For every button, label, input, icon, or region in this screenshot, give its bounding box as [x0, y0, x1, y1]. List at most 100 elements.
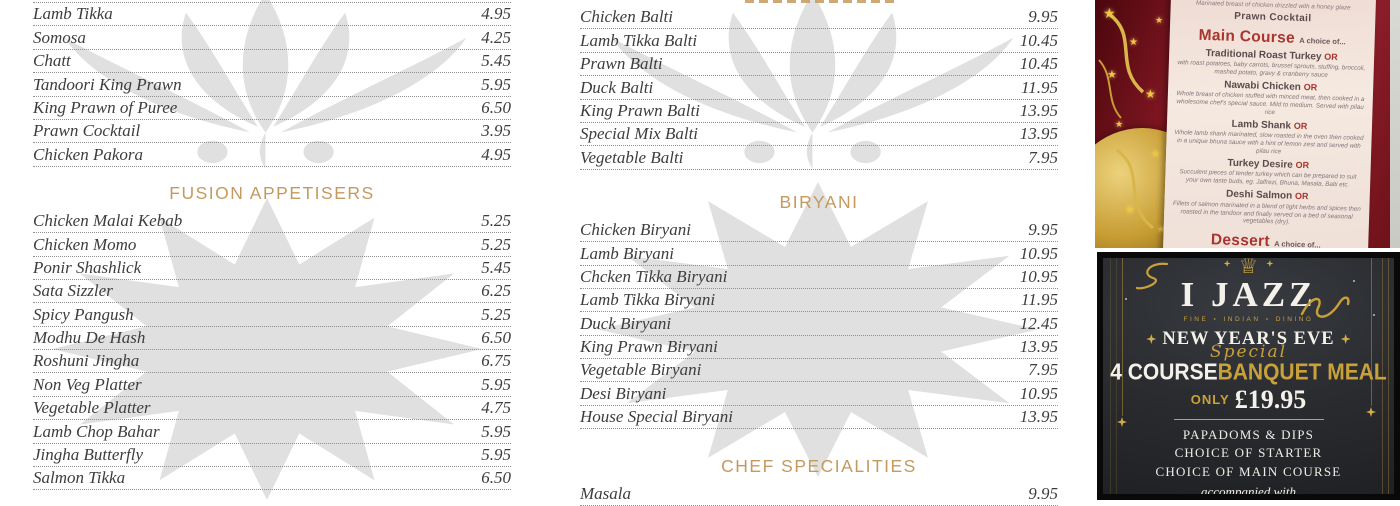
course-description: Whole lamb shank marinated, slow roasted…	[1174, 129, 1364, 156]
christmas-menu-card: Marinated breast of chicken drizzled wit…	[1162, 0, 1377, 248]
cut-row-divider	[33, 0, 511, 3]
banquet-include-line: CHOICE OF MAIN COURSE	[1155, 464, 1342, 480]
menu-item-price: 4.75	[481, 398, 511, 418]
biryani-list: Chicken Biryani 9.95 Lamb Biryani 10.95 …	[580, 219, 1058, 430]
menu-item-row: King Prawn of Puree 6.50	[33, 97, 511, 120]
star-icon: ★	[1157, 224, 1166, 234]
menu-item-price: 13.95	[1019, 124, 1058, 144]
menu-item-row: House Special Biryani 13.95	[580, 406, 1058, 430]
menu-item-price: 5.95	[481, 445, 511, 465]
hanging-star-right	[1366, 258, 1376, 417]
menu-item-row: Tandoori King Prawn 5.95	[33, 73, 511, 97]
brand-tagline: FINE ⋆ INDIAN ⋆ DINING	[1183, 316, 1314, 323]
clipped-section-heading	[745, 0, 895, 3]
hanging-star-left	[1117, 258, 1127, 427]
star-icon: ★	[1155, 15, 1164, 25]
menu-item-name: Jingha Butterfly	[33, 445, 144, 465]
menu-item-row: Lamb Tikka Biryani 11.95	[580, 289, 1058, 313]
offer-price: £19.95	[1234, 384, 1307, 414]
menu-item-price: 6.50	[481, 97, 511, 117]
pinstripe-left	[1105, 258, 1120, 494]
menu-item-price: 10.45	[1019, 54, 1058, 74]
menu-item-name: Chcken Tikka Biryani	[580, 266, 728, 286]
menu-item-price: 9.95	[1028, 220, 1058, 240]
menu-item-price: 4.95	[481, 4, 511, 24]
menu-item-name: Lamb Tikka	[33, 4, 113, 24]
star-icon: ★	[1103, 7, 1116, 22]
main-course-heading: Main Course	[1198, 26, 1296, 47]
crown-icon: ♕	[1238, 258, 1259, 278]
star-icon: ★	[1145, 87, 1156, 101]
course-entry: Turkey Desire OR Succulent pieces of ten…	[1173, 156, 1363, 190]
menu-item-row: King Prawn Biryani 13.95	[580, 336, 1058, 360]
menu-item-name: Chatt	[33, 51, 71, 71]
menu-item-name: Prawn Balti	[580, 54, 663, 74]
starters-list: Lamb Tikka 4.95 Somosa 4.25 Chatt 5.45 T…	[33, 3, 511, 167]
menu-item-row: Somosa 4.25	[33, 26, 511, 50]
menu-item-price: 13.95	[1019, 337, 1058, 357]
menu-item-row: Ponir Shashlick 5.45	[33, 257, 511, 280]
confetti-dot	[1373, 314, 1375, 316]
menu-item-name: Vegetable Platter	[33, 398, 151, 418]
menu-item-name: Roshuni Jingha	[33, 351, 140, 371]
menu-item-price: 13.95	[1019, 407, 1058, 427]
restaurant-brand: I JAZZ	[1180, 275, 1317, 314]
confetti-dot	[1353, 280, 1355, 282]
course-description: Whole breast of chicken stuffed with min…	[1176, 90, 1365, 117]
main-course-list: Traditional Roast Turkey OR with roast p…	[1172, 47, 1366, 230]
choice-note: A choice of...	[1299, 35, 1346, 46]
menu-item-name: Duck Biryani	[580, 313, 672, 333]
or-label: OR	[1295, 159, 1310, 171]
menu-item-row: Duck Balti 11.95	[580, 76, 1058, 100]
banquet-meal-line: 4 COURSEBANQUET MEAL	[1110, 359, 1387, 385]
menu-item-row: Chicken Momo 5.25	[33, 233, 511, 257]
menu-item-row: King Prawn Balti 13.95	[580, 100, 1058, 123]
menu-item-row: Lamb Tikka 4.95	[33, 3, 511, 27]
star-icon	[1266, 260, 1274, 267]
hanging-line	[1370, 258, 1372, 406]
menu-item-row: Lamb Tikka Balti 10.45	[580, 29, 1058, 53]
course-entry: Deshi Salmon OR Fillets of salmon marina…	[1172, 187, 1362, 229]
star-icon: ★	[1115, 119, 1124, 129]
menu-item-price: 9.95	[1028, 483, 1058, 503]
menu-item-price: 6.50	[481, 468, 511, 488]
footer-note: accompanied with	[1201, 484, 1296, 494]
course-entry: Traditional Roast Turkey OR with roast p…	[1176, 47, 1366, 81]
ribbon-squiggle-icon	[1300, 296, 1350, 318]
banquet-includes-list: PAPADOMS & DIPS CHOICE OF STARTER CHOICE…	[1103, 426, 1394, 483]
gold-ribbon-decoration	[1098, 12, 1154, 230]
star-icon	[1146, 334, 1157, 344]
course-entry: Lamb Shank OR Whole lamb shank marinated…	[1174, 117, 1364, 159]
menu-item-row: Chicken Balti 9.95	[580, 6, 1058, 30]
menu-item-row: Jingha Butterfly 5.95	[33, 444, 511, 468]
menu-item-row: Prawn Balti 10.45	[580, 53, 1058, 77]
menu-item-name: Non Veg Platter	[33, 374, 142, 394]
menu-item-price: 10.95	[1019, 383, 1058, 403]
new-years-eve-flyer: ♕ I JAZZ FINE ⋆ INDIAN ⋆ DINING NEW YEAR…	[1097, 252, 1400, 500]
menu-item-name: Special Mix Balti	[580, 124, 699, 144]
menu-item-name: Vegetable Biryani	[580, 360, 702, 380]
menu-item-row: Roshuni Jingha 6.75	[33, 350, 511, 374]
star-icon	[1340, 334, 1351, 344]
menu-item-price: 4.25	[481, 27, 511, 47]
menu-item-price: 10.45	[1019, 30, 1058, 50]
menu-item-name: Lamb Biryani	[580, 243, 674, 263]
menu-item-row: Lamb Chop Bahar 5.95	[33, 420, 511, 444]
star-icon	[1117, 417, 1127, 427]
menu-item-name: Ponir Shashlick	[33, 257, 142, 277]
star-icon: ★	[1151, 149, 1160, 160]
menu-item-price: 5.95	[481, 374, 511, 394]
only-label: ONLY	[1190, 391, 1230, 407]
menu-item-row: Duck Biryani 12.45	[580, 312, 1058, 336]
menu-item-row: Vegetable Platter 4.75	[33, 397, 511, 421]
menu-item-price: 11.95	[1021, 77, 1058, 97]
menu-item-row: Sata Sizzler 6.25	[33, 280, 511, 304]
menu-item-name: King Prawn Biryani	[580, 337, 718, 357]
menu-item-price: 5.25	[481, 211, 511, 231]
menu-item-price: 12.45	[1019, 313, 1058, 333]
menu-item-price: 6.75	[481, 351, 511, 371]
menu-column-left: Lamb Tikka 4.95 Somosa 4.25 Chatt 5.45 T…	[33, 0, 511, 491]
banquet-include-line: CHOICE OF STARTER	[1174, 445, 1323, 461]
menu-item-price: 10.95	[1019, 266, 1058, 286]
menu-item-price: 6.25	[481, 281, 511, 301]
